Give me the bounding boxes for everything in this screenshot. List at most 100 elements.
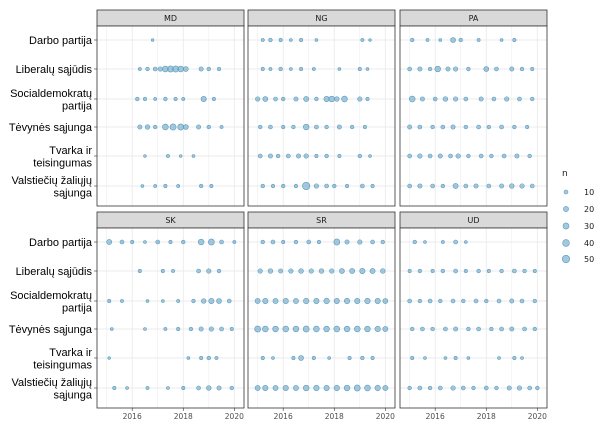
data-point: Valstiečių žaliųjų sąjunga — 2020 — n=8 xyxy=(535,385,540,391)
data-point: Tvarka ir teisingumas — 2016.5 — n=3 xyxy=(143,154,147,158)
data-point: Socialdemokratų partija — 2018.4 — n=8 xyxy=(191,298,196,304)
party-label: Liberalų sąjūdis xyxy=(16,266,93,278)
data-point: Liberalų sąjūdis — 2018.7 — n=20 xyxy=(349,268,356,274)
data-point: Valstiečių žaliųjų sąjunga — 2016 — n=8 xyxy=(281,183,286,189)
data-point: Valstiečių žaliųjų sąjunga — 2016.3 — n=… xyxy=(440,183,446,189)
x-tick-label: 2016 xyxy=(123,412,142,421)
data-point: Liberalų sąjūdis — 2015 — n=10 xyxy=(407,66,412,72)
data-point: Tėvynės sąjunga — 2017.8 — n=6 xyxy=(176,327,181,331)
data-point: Socialdemokratų partija — 2017.1 — n=8 xyxy=(461,298,466,304)
data-point: Liberalų sąjūdis — 2015.9 — n=12 xyxy=(278,268,284,274)
party-label: Darbo partija xyxy=(29,237,93,249)
data-point: Tėvynės sąjunga — 2016.3 — n=12 xyxy=(137,124,143,130)
data-point: Socialdemokratų partija — 2020 — n=18 xyxy=(382,298,389,304)
data-point: Socialdemokratų partija — 2016.4 — n=16 xyxy=(442,96,449,102)
data-point: Valstiečių žaliųjų sąjunga — 2019 — n=16 xyxy=(509,183,515,189)
data-point: Liberalų sąjūdis — 2015.8 — n=8 xyxy=(427,66,433,72)
data-point: Valstiečių žaliųjų sąjunga — 2016.5 — n=… xyxy=(293,385,299,391)
data-point: Socialdemokratų partija — 2018 — n=8 xyxy=(484,298,489,304)
data-point: Valstiečių žaliųjų sąjunga — 2016.7 — n=… xyxy=(450,385,456,391)
x-axis-layer: 2016 2018 2020 2016 2018 2020 2016 2018 2020 xyxy=(123,408,547,421)
data-point: Darbo partija — 2019.1 — n=6 xyxy=(512,38,517,42)
data-point: Socialdemokratų partija — 2019.8 — n=10 xyxy=(226,298,232,304)
facet-panel-md: MD Darbo partija — 2016.8 — n=3 Liberalų s… xyxy=(96,9,245,207)
data-point: Valstiečių žaliųjų sąjunga — 2015.2 — n=… xyxy=(260,183,265,189)
facet-panel-sr: SR Darbo partija — 2015.2 — n=8 Darbo part… xyxy=(247,211,396,409)
data-point: Liberalų sąjūdis — 2015.4 — n=12 xyxy=(417,66,423,72)
data-point: Tėvynės sąjunga — 2015.5 — n=10 xyxy=(420,326,425,332)
data-point: Tvarka ir teisingumas — 2016.4 — n=6 xyxy=(291,356,296,360)
data-point: Tvarka ir teisingumas — 2017.9 — n=3 xyxy=(179,154,183,158)
data-point: Tėvynės sąjunga — 2019.5 — n=5 xyxy=(219,125,224,129)
data-point: Tėvynės sąjunga — 2016.9 — n=8 xyxy=(153,124,158,130)
data-point: Tėvynės sąjunga — 2017.7 — n=26 xyxy=(323,325,330,333)
data-point: Valstiečių žaliųjų sąjunga — 2019.4 — n=… xyxy=(216,385,222,391)
data-point: Valstiečių žaliųjų sąjunga — 2016.9 — n=… xyxy=(153,184,158,188)
data-point: Liberalų sąjūdis — 2018.6 — n=8 xyxy=(499,268,504,274)
data-point: Tėvynės sąjunga — 2020 — n=20 xyxy=(382,326,389,332)
data-point: Tėvynės sąjunga — 2017.7 — n=10 xyxy=(476,326,481,332)
data-point: Valstiečių žaliųjų sąjunga — 2019 — n=16 xyxy=(206,385,212,391)
data-point: Socialdemokratų partija — 2017.8 — n=12 xyxy=(478,96,484,102)
data-point: Tėvynės sąjunga — 2015 — n=12 xyxy=(407,124,413,130)
data-point: Tėvynės sąjunga — 2015.7 — n=26 xyxy=(272,325,279,333)
data-point: Darbo partija — 2015.5 — n=8 xyxy=(268,37,273,43)
data-point: Valstiečių žaliųjų sąjunga — 2017.3 — n=… xyxy=(313,183,319,189)
data-point: Tėvynės sąjunga — 2019.1 — n=14 xyxy=(208,326,214,332)
data-point: Valstiečių žaliųjų sąjunga — 2019.1 — n=… xyxy=(209,184,214,188)
data-point: Socialdemokratų partija — 2016.7 — n=10 xyxy=(450,298,456,304)
data-point: Socialdemokratų partija — 2016.9 — n=20 xyxy=(303,96,310,102)
data-point: Tvarka ir teisingumas — 2019.4 — n=4 xyxy=(520,356,524,360)
data-point: Tvarka ir teisingumas — 2016.9 — n=14 xyxy=(455,153,461,159)
panel-border xyxy=(399,25,548,207)
data-point: Darbo partija — 2020 — n=5 xyxy=(232,240,237,244)
data-point: Liberalų sąjūdis — 2018.1 — n=18 xyxy=(183,66,189,72)
data-point: Valstiečių žaliųjų sąjunga — 2017.7 — n=… xyxy=(324,183,329,189)
data-point: Tėvynės sąjunga — 2015 — n=30 xyxy=(254,325,261,333)
data-point: Tvarka ir teisingumas — 2015.6 — n=4 xyxy=(423,356,427,360)
data-point: Tėvynės sąjunga — 2016.4 — n=10 xyxy=(443,326,448,332)
data-point: Tėvynės sąjunga — 2017.3 — n=28 xyxy=(313,325,320,333)
data-point: Darbo partija — 2016 — n=6 xyxy=(281,240,286,244)
data-point: Liberalų sąjūdis — 2017.2 — n=6 xyxy=(160,269,165,273)
data-point: Tvarka ir teisingumas — 2017.3 — n=8 xyxy=(466,153,471,159)
party-labels-layer: Darbo partija Liberalų sąjūdis Socialdemok… xyxy=(9,35,97,401)
data-point: Tvarka ir teisingumas — 2015.6 — n=4 xyxy=(271,356,275,360)
data-point: Valstiečių žaliųjų sąjunga — 2019.7 — n=… xyxy=(527,385,532,391)
panel-background xyxy=(248,228,395,408)
data-point: Valstiečių žaliųjų sąjunga — 2018.9 — n=… xyxy=(353,384,361,392)
data-point: Valstiečių žaliųjų sąjunga — 2018.1 — n=… xyxy=(486,183,492,189)
data-point: Socialdemokratų partija — 2015.7 — n=10 xyxy=(273,96,278,102)
data-point: Liberalų sąjūdis — 2016.1 — n=26 xyxy=(434,65,441,73)
legend-key-label: 10 xyxy=(584,188,594,197)
data-point: Valstiečių žaliųjų sąjunga — 2018.5 — n=… xyxy=(345,184,350,188)
data-point: Socialdemokratų partija — 2015 — n=14 xyxy=(255,96,261,102)
data-point: Liberalų sąjūdis — 2016.3 — n=6 xyxy=(137,269,142,273)
panel-border xyxy=(399,227,548,409)
x-tick-label: 2020 xyxy=(225,412,244,421)
legend-key-label: 30 xyxy=(584,222,594,231)
data-point: Tėvynės sąjunga — 2017.9 — n=30 xyxy=(177,123,185,131)
data-point: Tėvynės sąjunga — 2018.1 — n=18 xyxy=(183,124,189,130)
data-point: Valstiečių žaliųjų sąjunga — 2017.1 — n=… xyxy=(460,385,466,391)
data-point: Socialdemokratų partija — 2017.2 — n=4 xyxy=(161,299,165,303)
data-point: Tėvynės sąjunga — 2015.1 — n=8 xyxy=(258,124,263,130)
data-point: Valstiečių žaliųjų sąjunga — 2017.5 — n=… xyxy=(471,385,476,391)
data-point: Liberalų sąjūdis — 2015.5 — n=16 xyxy=(267,268,274,274)
data-point: Socialdemokratų partija — 2016.2 — n=8 xyxy=(438,298,443,304)
data-point: Tėvynės sąjunga — 2019.5 — n=10 xyxy=(219,326,224,332)
data-point: Darbo partija — 2017 — n=10 xyxy=(155,239,161,245)
data-point: Socialdemokratų partija — 2018.8 — n=22 xyxy=(200,96,207,102)
data-point: Socialdemokratų partija — 2016.5 — n=20 xyxy=(293,298,299,304)
data-point: Darbo partija — 2015.7 — n=5 xyxy=(425,38,430,42)
data-point: Tėvynės sąjunga — 2016.5 — n=26 xyxy=(292,325,300,333)
data-point: Darbo partija — 2018 — n=8 xyxy=(181,239,186,245)
data-point: Socialdemokratų partija — 2019 — n=14 xyxy=(357,96,363,102)
data-point: Socialdemokratų partija — 2018.3 — n=10 xyxy=(491,96,497,102)
data-point: Socialdemokratų partija — 2019.3 — n=6 xyxy=(365,97,370,101)
data-point: Liberalų sąjūdis — 2019.1 — n=10 xyxy=(512,268,517,274)
data-point: Socialdemokratų partija — 2016.5 — n=6 xyxy=(142,97,147,101)
data-point: Liberalų sąjūdis — 2017.3 — n=8 xyxy=(466,66,471,72)
data-point: Darbo partija — 2017.7 — n=5 xyxy=(476,38,481,42)
data-point: Tėvynės sąjunga — 2016.3 — n=10 xyxy=(440,124,446,130)
